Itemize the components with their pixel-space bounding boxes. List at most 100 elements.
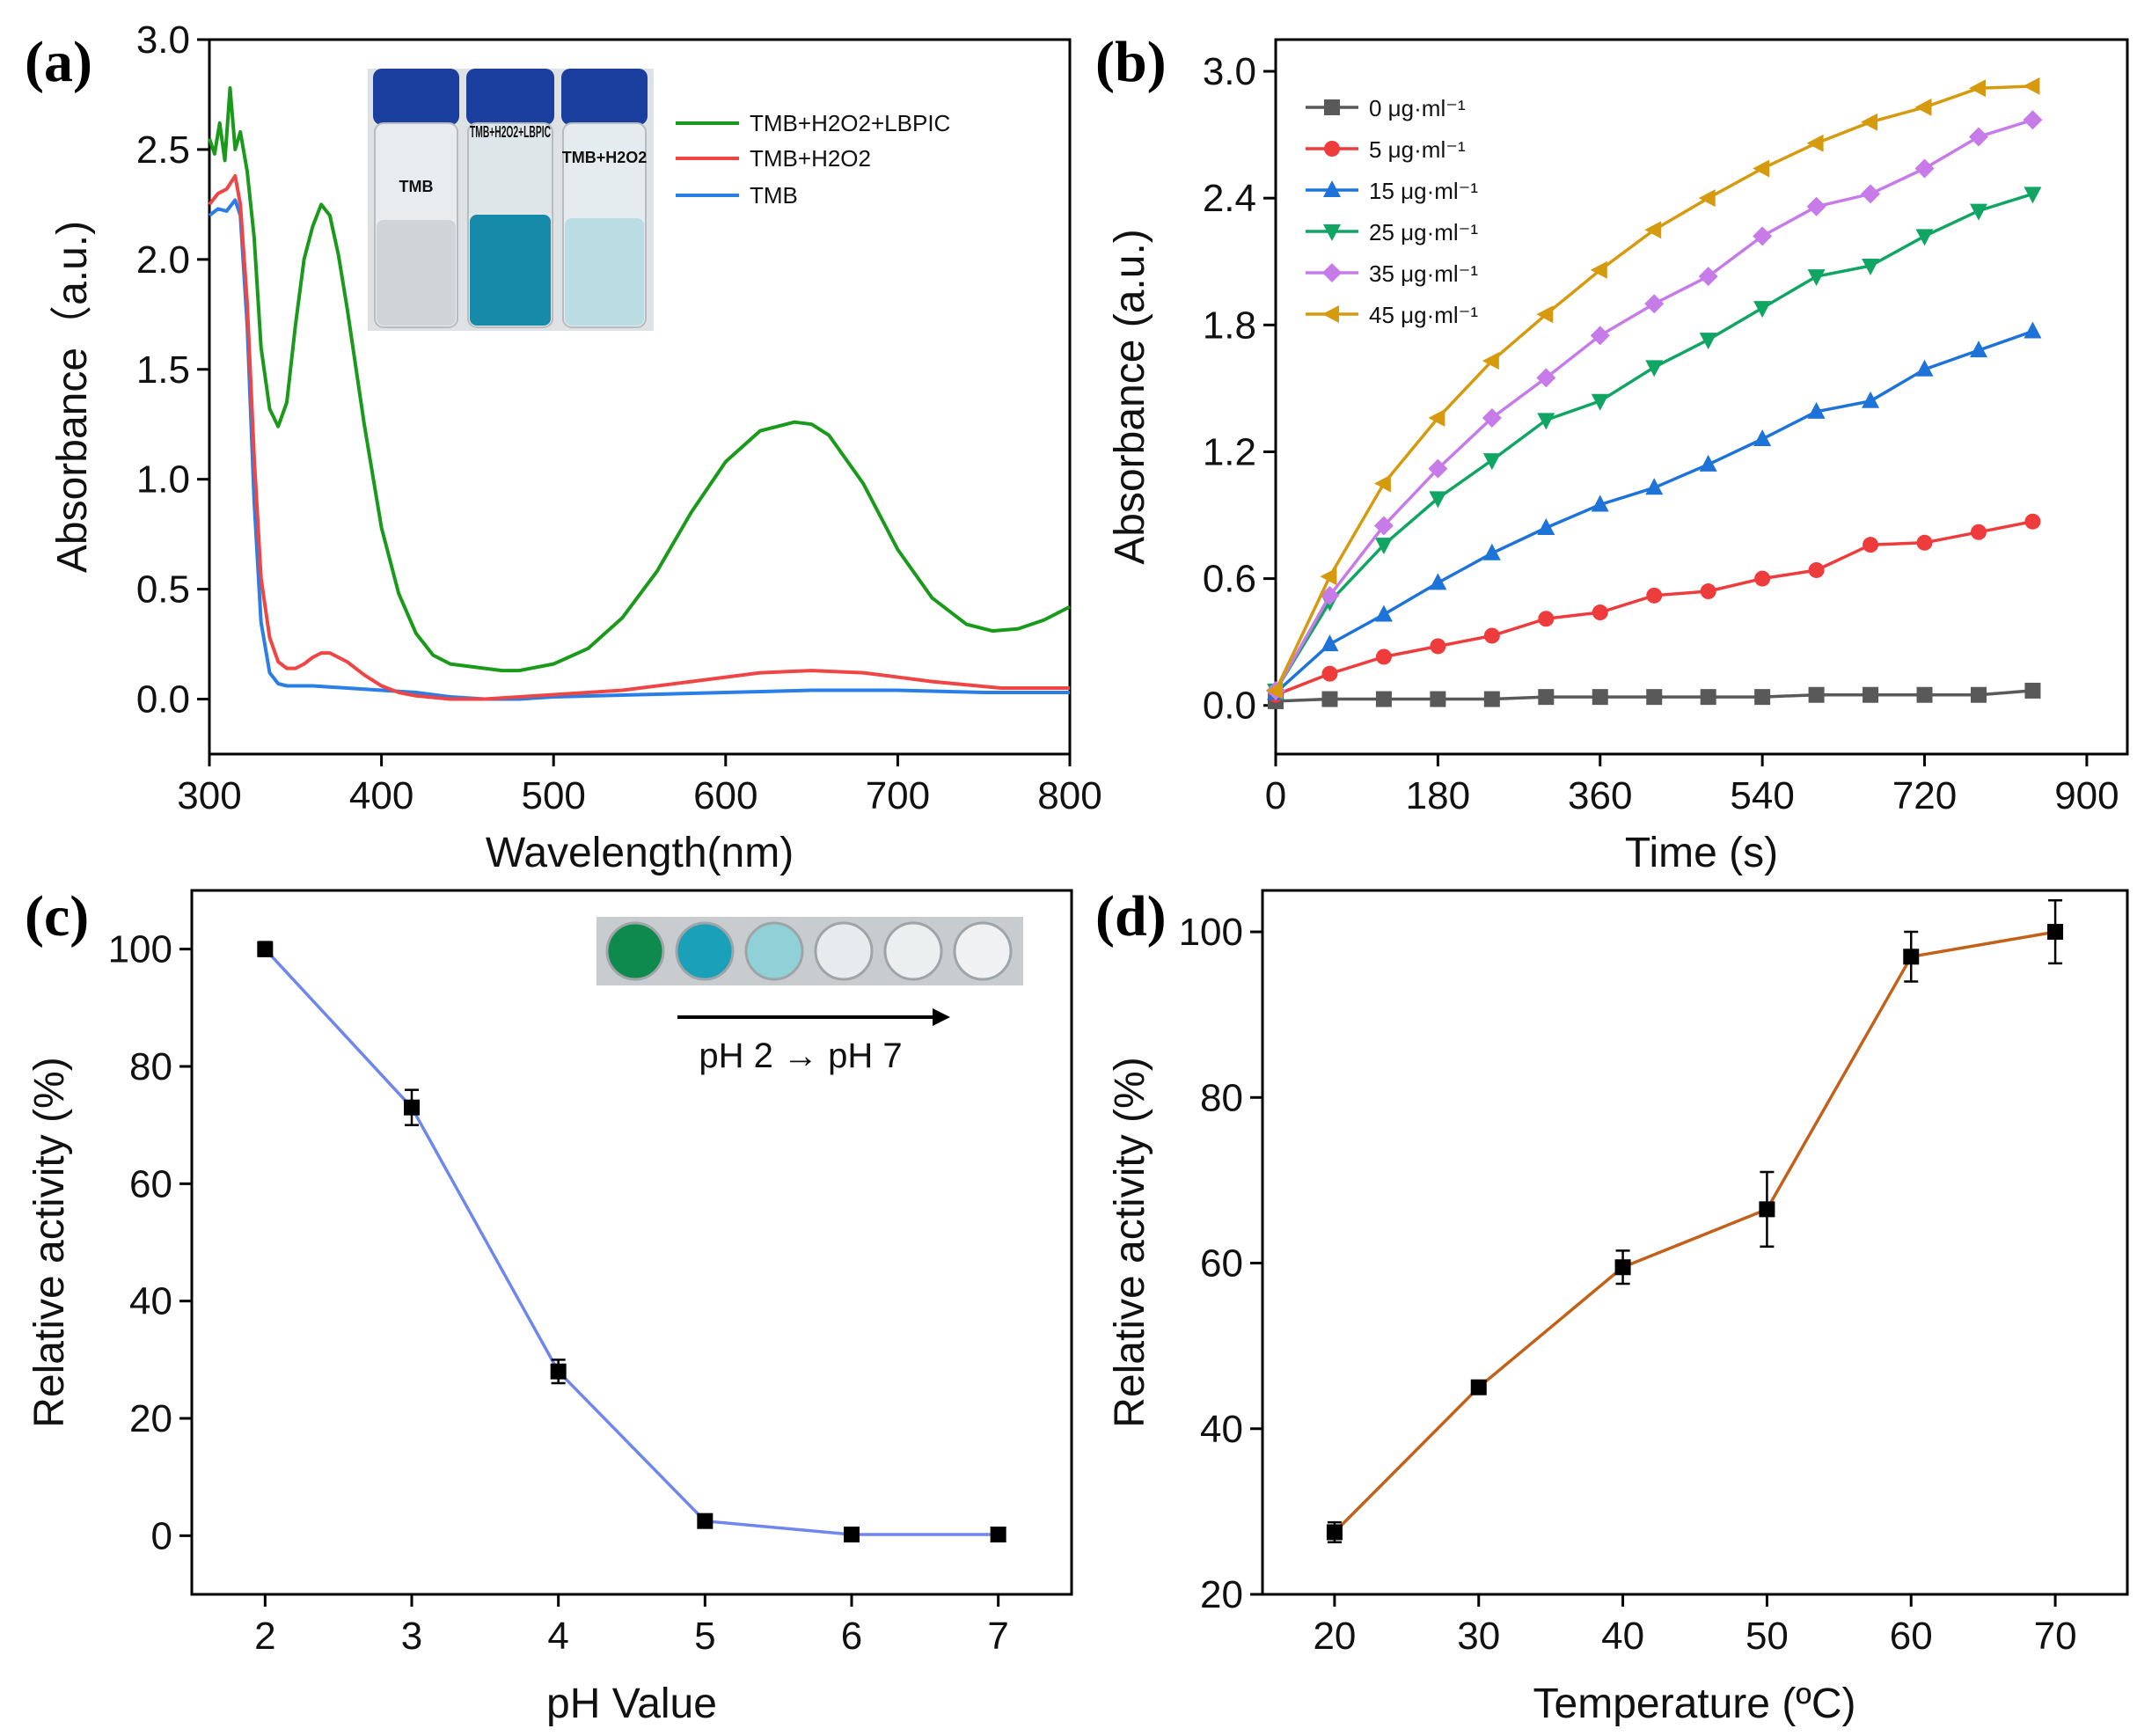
x-tick-label-b: 0 — [1265, 774, 1286, 817]
data-point-b-5 — [1536, 305, 1554, 324]
data-point-b-3 — [2024, 187, 2042, 204]
legend-b-label: 0 μg·ml⁻¹ — [1369, 95, 1466, 121]
data-point-b-3 — [1374, 538, 1393, 555]
legend-a-label-3: TMB — [750, 182, 798, 209]
series-c — [257, 941, 1006, 1542]
data-point-b-3 — [1537, 413, 1555, 430]
legend-b-swatch-marker — [1322, 305, 1339, 323]
data-point-b-3 — [1807, 269, 1826, 287]
vial-liquid-2 — [470, 215, 551, 326]
data-point-b-4 — [1428, 458, 1448, 479]
x-tick-label-d: 40 — [1601, 1615, 1644, 1658]
x-tick-label-d: 30 — [1457, 1615, 1500, 1658]
y-tick-label-b: 1.8 — [1203, 304, 1256, 347]
legend-a: TMB+H2O2+LBPIC TMB+H2O2 TMB — [676, 110, 950, 209]
panel-label-d: (d) — [1095, 884, 1167, 949]
well-2 — [675, 921, 735, 981]
data-point-b-0 — [1916, 686, 1933, 703]
x-tick-label-c: 5 — [694, 1615, 715, 1658]
y-tick-label-c: 40 — [129, 1280, 172, 1323]
y-tick-label-a: 1.0 — [136, 458, 190, 502]
data-point-b-1 — [1375, 648, 1392, 665]
y-tick-label-d: 20 — [1200, 1573, 1243, 1616]
y-tick-label-b: 0.0 — [1203, 685, 1256, 728]
data-point-b-5 — [1266, 681, 1283, 700]
xlabel-a: Wavelength(nm) — [486, 830, 794, 876]
series-b — [1266, 77, 2043, 709]
data-point-b-1 — [1538, 611, 1555, 627]
data-point-b-1 — [2024, 513, 2041, 530]
data-point-b-4 — [1861, 184, 1881, 204]
data-point-b-4 — [1914, 158, 1935, 179]
legend-a-label-2: TMB+H2O2 — [750, 145, 871, 172]
data-point-b-0 — [1808, 686, 1825, 703]
y-tick-label-b: 2.4 — [1203, 177, 1256, 220]
data-point-b-3 — [1699, 333, 1717, 350]
data-point-b-4 — [1968, 127, 1988, 147]
x-tick-label-b: 360 — [1568, 774, 1632, 817]
data-point-b-3 — [1591, 393, 1609, 411]
legend-b-swatch-marker — [1323, 224, 1341, 241]
data-point-b-2 — [1482, 543, 1501, 560]
series-line-tmb-h2o2 — [208, 173, 1070, 701]
data-point-b-3 — [1915, 229, 1934, 246]
y-tick-label-d: 100 — [1179, 911, 1243, 954]
data-point-b-5 — [1806, 134, 1824, 152]
well-1 — [605, 921, 665, 981]
y-tick-label-c: 20 — [129, 1397, 172, 1440]
data-point-b-0 — [1430, 691, 1446, 707]
xlabel-d: Temperature (ºC) — [1533, 1681, 1856, 1727]
series-line-b-4 — [1274, 118, 2033, 692]
data-point-b-4 — [1644, 294, 1665, 314]
data-point-b-5 — [1914, 98, 1932, 116]
vial-liquid-1 — [377, 220, 456, 326]
y-tick-label-c: 0 — [151, 1514, 172, 1557]
y-tick-label-b: 3.0 — [1203, 50, 1256, 93]
well-plate-strip — [596, 917, 1023, 985]
y-tick-label-a: 3.0 — [136, 18, 190, 62]
vial-cap-1 — [373, 69, 459, 125]
legend-b-label: 45 μg·ml⁻¹ — [1369, 302, 1478, 328]
y-tick-label-a: 1.5 — [136, 348, 190, 392]
legend-b-label: 5 μg·ml⁻¹ — [1369, 136, 1466, 163]
data-point-b-5 — [2023, 77, 2040, 95]
ticks-a: 300 400 500 600 700 800 0.0 0.5 1.0 1.5 2.0 2.5 3.0 — [136, 18, 1102, 817]
data-point-b-2 — [1807, 401, 1826, 419]
x-tick-label-d: 60 — [1890, 1615, 1933, 1658]
y-tick-label-d: 60 — [1200, 1242, 1243, 1286]
data-point-c — [990, 1527, 1006, 1542]
data-point-b-5 — [1373, 474, 1391, 493]
data-point-b-2 — [1915, 359, 1934, 377]
series-line-b-2 — [1274, 329, 2033, 694]
data-point-d — [1759, 1201, 1775, 1218]
series-line-tmb-h2o2-lbpic — [208, 86, 1071, 673]
data-point-b-4 — [1320, 585, 1340, 605]
data-point-b-2 — [1645, 478, 1664, 495]
x-tick-label-a: 500 — [521, 774, 585, 817]
data-point-b-3 — [1753, 301, 1772, 319]
inset-well-plate: pH 2 → pH 7 — [596, 917, 1023, 1075]
data-point-b-1 — [1700, 583, 1716, 600]
legend-b-swatch-marker — [1322, 263, 1342, 282]
legend-b-swatch-marker — [1323, 180, 1341, 197]
ticks-b: 0 180 360 540 720 900 0.0 0.6 1.2 1.8 2.4 3.0 — [1203, 50, 2119, 817]
vial-label-1: TMB — [399, 178, 434, 195]
data-point-c — [257, 941, 274, 957]
x-tick-label-b: 900 — [2054, 774, 2119, 817]
x-tick-label-a: 400 — [349, 774, 413, 817]
data-point-b-4 — [1753, 226, 1773, 246]
data-point-c — [844, 1527, 860, 1542]
well-6 — [953, 921, 1013, 981]
data-point-b-5 — [1590, 260, 1607, 279]
data-point-b-5 — [1320, 568, 1337, 586]
data-point-d — [1903, 949, 1920, 965]
data-point-b-2 — [1753, 429, 1772, 447]
x-tick-label-c: 7 — [987, 1615, 1008, 1658]
data-point-b-2 — [1591, 494, 1609, 512]
ylabel-b: Absorbance (a.u.) — [1107, 229, 1153, 565]
data-point-b-1 — [1916, 534, 1933, 551]
data-point-b-0 — [1592, 689, 1608, 706]
data-point-b-2 — [1969, 341, 1987, 358]
legend-b-swatch-marker — [1324, 99, 1340, 115]
x-tick-label-d: 70 — [2034, 1615, 2077, 1658]
